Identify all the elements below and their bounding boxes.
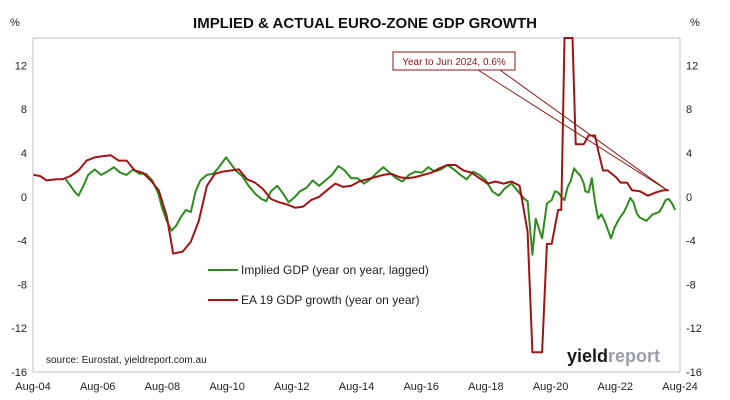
y-left-tick-label: 12	[15, 60, 27, 72]
callout-text: Year to Jun 2024, 0.6%	[402, 57, 506, 68]
y-right-tick-label: -4	[686, 236, 696, 248]
callout-leader-line	[499, 69, 668, 191]
x-tick-label: Aug-12	[274, 381, 309, 393]
y-left-tick-label: 4	[21, 148, 27, 160]
y-right-tick-label: 12	[686, 60, 698, 72]
logo-part2: report	[608, 346, 660, 366]
source-note: source: Eurostat, yieldreport.com.au	[46, 355, 207, 366]
plot-frame	[32, 37, 681, 373]
y-left-tick-label: -8	[17, 279, 27, 291]
y-right-tick-label: 4	[686, 148, 692, 160]
y-axis-right: 12 8 4 0 -4 -8 -12 -16	[686, 60, 702, 379]
y-left-tick-label: 0	[21, 192, 27, 204]
legend: Implied GDP (year on year, lagged) EA 19…	[208, 263, 429, 307]
annotation-callout: Year to Jun 2024, 0.6%	[392, 51, 668, 191]
series-layer	[33, 37, 677, 354]
x-tick-label: Aug-22	[598, 381, 633, 393]
y-right-tick-label: 8	[686, 104, 692, 116]
left-unit-label: %	[10, 17, 20, 29]
right-unit-label: %	[690, 17, 700, 29]
series-line-implied-gdp	[64, 156, 677, 256]
y-left-tick-label: -12	[11, 323, 27, 335]
x-axis: Aug-04 Aug-06 Aug-08 Aug-10 Aug-12 Aug-14 Aug-…	[15, 381, 697, 393]
series-line-ea19-gdp	[33, 37, 669, 354]
x-tick-label: Aug-14	[339, 381, 374, 393]
callout-leader-line	[477, 69, 668, 191]
x-tick-label: Aug-18	[468, 381, 503, 393]
callout-box	[392, 51, 516, 71]
chart-title: IMPLIED & ACTUAL EURO-ZONE GDP GROWTH	[193, 15, 537, 32]
y-right-tick-label: 0	[686, 192, 692, 204]
legend-label-ea19: EA 19 GDP growth (year on year)	[241, 293, 420, 307]
x-tick-label: Aug-06	[80, 381, 115, 393]
x-tick-label: Aug-16	[403, 381, 438, 393]
logo-part1: yield	[567, 346, 608, 366]
x-tick-label: Aug-24	[662, 381, 697, 393]
y-axis-left: 12 8 4 0 -4 -8 -12 -16	[11, 60, 27, 379]
y-right-tick-label: -8	[686, 279, 696, 291]
x-tick-label: Aug-10	[209, 381, 244, 393]
y-left-tick-label: -4	[17, 236, 27, 248]
y-left-tick-label: 8	[21, 104, 27, 116]
yieldreport-logo: yieldreport	[567, 346, 660, 366]
x-tick-label: Aug-20	[533, 381, 568, 393]
x-tick-label: Aug-08	[145, 381, 180, 393]
legend-label-implied: Implied GDP (year on year, lagged)	[241, 263, 429, 277]
x-tick-label: Aug-04	[15, 381, 50, 393]
y-right-tick-label: -16	[686, 367, 702, 379]
y-left-tick-label: -16	[11, 367, 27, 379]
y-right-tick-label: -12	[686, 323, 702, 335]
